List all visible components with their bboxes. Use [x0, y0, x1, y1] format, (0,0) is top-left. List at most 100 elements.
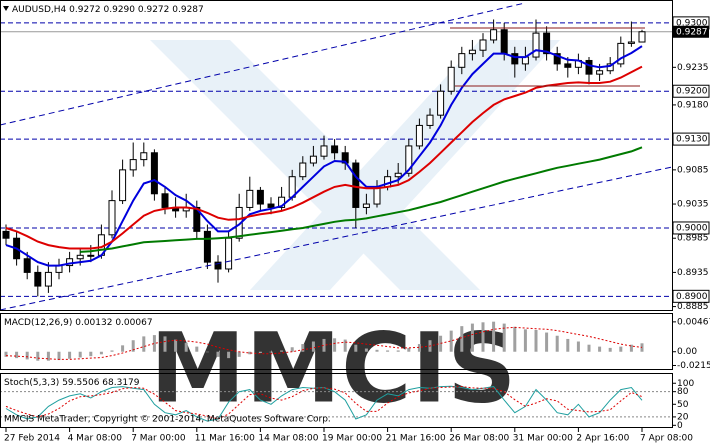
candle-body	[627, 41, 635, 44]
macd-bar	[237, 351, 241, 357]
x-tick-label: 26 Mar 08:00	[449, 434, 509, 444]
macd-bar	[343, 339, 347, 352]
macd-bar	[36, 351, 40, 361]
x-tick-label: 2 Apr 16:00	[576, 434, 629, 444]
macd-bar	[227, 351, 231, 359]
macd-name: MACD(12,26,9)	[4, 318, 72, 328]
plot-layer: 0.9300 0.9235 0.9200 0.9180 0.9130 0.9085 0.90…	[0, 16, 710, 444]
macd-bar	[258, 351, 262, 354]
main-panel-frame	[0, 0, 673, 311]
candle-body	[87, 254, 95, 257]
macd-bar	[523, 329, 527, 352]
macd-bar	[417, 344, 421, 352]
candle-body	[638, 31, 646, 43]
y-tick-label: 0.8885	[677, 302, 709, 312]
macd-bar	[205, 351, 209, 353]
level-label: 0.9130	[676, 135, 708, 145]
candle-body	[543, 32, 551, 55]
level-label: 0.9200	[676, 87, 708, 97]
candle-body	[76, 254, 84, 260]
macd-bar	[439, 335, 443, 352]
logo-stroke	[150, 40, 480, 290]
candle-body	[405, 145, 413, 174]
macd-bar	[57, 351, 61, 361]
y-tick-label: 0.9180	[677, 100, 709, 110]
macd-bar	[555, 335, 559, 352]
candle-body	[23, 258, 31, 273]
macd-bar	[110, 350, 114, 352]
x-tick-label: 27 Feb 2014	[4, 434, 60, 444]
y-tick-label: 0.00	[677, 347, 697, 357]
macd-bar	[4, 351, 8, 357]
macd-bar	[322, 338, 326, 352]
candle-body	[596, 70, 604, 75]
y-tick-label: 0	[677, 421, 683, 431]
moving-average	[5, 65, 643, 250]
macd-panel-frame	[0, 313, 673, 370]
y-tick-label: 0.8935	[677, 268, 709, 278]
ohlc-high: 0.9290	[104, 5, 136, 15]
macd-bar	[513, 326, 517, 352]
ohlc-open: 0.9272	[69, 5, 101, 15]
candle-body	[203, 230, 211, 263]
main-title: AUDUSD,H4 0.9272 0.9290 0.9272 0.9287	[12, 5, 204, 15]
macd-bar	[492, 321, 496, 352]
macd-bar	[545, 332, 549, 352]
x-tick-label: 4 Mar 08:00	[68, 434, 123, 444]
candle-body	[150, 152, 158, 195]
candle-body	[373, 186, 381, 205]
bid-label-box	[673, 25, 709, 38]
macd-bar	[142, 336, 146, 352]
candle-body	[140, 152, 148, 161]
copyright: MMCIS MetaTrader, Copyright © 2001-2014,…	[4, 415, 331, 425]
macd-bar	[598, 346, 602, 352]
candle-body	[352, 162, 360, 208]
y-tick-label: 80	[677, 387, 689, 397]
macd-bar	[470, 323, 474, 352]
macd-bar	[333, 338, 337, 352]
candle-body	[585, 59, 593, 75]
x-tick-label: 14 Mar 08:00	[258, 434, 318, 444]
moving-average	[80, 146, 643, 253]
macd-bar	[248, 351, 252, 355]
macd-bar	[280, 350, 284, 352]
y-tick-label: 100	[677, 379, 694, 389]
y-tick-label: 0.9235	[677, 63, 709, 73]
bid-label: 0.9287	[676, 27, 708, 37]
macd-bar	[587, 344, 591, 352]
macd-bar	[449, 330, 453, 352]
candle-body	[161, 193, 169, 208]
stoch-panel-frame	[0, 373, 673, 428]
macd-bar	[152, 335, 156, 352]
macd-bar	[78, 351, 82, 358]
drawn-objects	[0, 2, 672, 310]
macd-bar	[576, 341, 580, 352]
macd-bar	[195, 346, 199, 352]
macd-bar	[407, 347, 411, 352]
x-tick-label: 7 Apr 08:00	[640, 434, 693, 444]
level-label: 0.9300	[676, 18, 708, 28]
candle-body	[468, 49, 476, 55]
candle-body	[214, 261, 222, 270]
macd-bar	[89, 351, 93, 357]
stoch-signal	[5, 386, 643, 420]
macd-bar	[131, 340, 135, 352]
candle-body	[500, 29, 508, 55]
stoch-title: Stoch(5,3,3) 59.5506 68.3179	[4, 378, 140, 388]
macd-bar	[386, 350, 390, 352]
candle-body	[309, 155, 317, 164]
macd-bar	[46, 351, 50, 361]
candle-body	[2, 230, 10, 239]
candle-body	[437, 90, 445, 116]
candle-body	[532, 32, 540, 58]
macd-bar	[25, 351, 29, 360]
candle-body	[225, 237, 233, 270]
x-tick-label: 11 Mar 16:00	[195, 434, 255, 444]
x-tick-label: 21 Mar 16:00	[386, 434, 446, 444]
y-tick-label: 0.9035	[677, 200, 709, 210]
watermark: MMCIS	[150, 312, 516, 424]
logo-watermark	[150, 40, 560, 290]
ohlc-low: 0.9272	[138, 5, 170, 15]
macd-signal-value: 0.00067	[115, 318, 152, 328]
